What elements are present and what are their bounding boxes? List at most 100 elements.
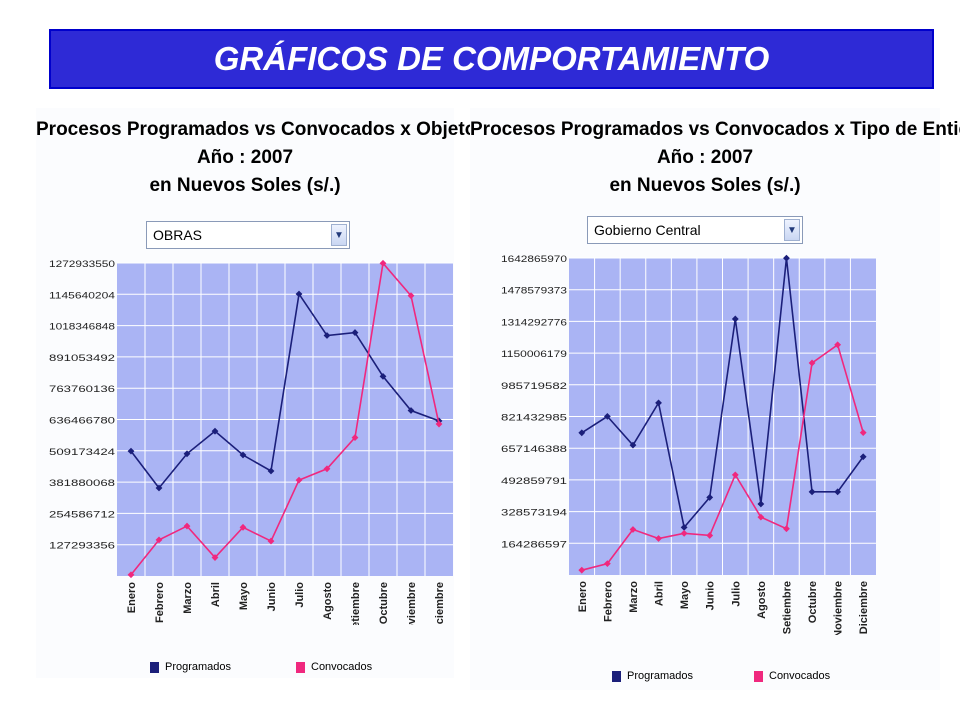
series-line-programados [130,291,440,490]
data-point-convocados [757,513,765,521]
y-tick-label: 1642865970 [501,254,567,264]
x-tick-label: Agosto [322,582,334,620]
x-tick-label: Mayo [679,581,691,609]
data-point-programados [239,451,247,459]
legend-label: Convocados [769,670,831,682]
chart-title-objeto: Procesos Programados vs Convocados x Obj… [36,116,476,200]
x-tick-label: Marzo [628,581,640,613]
data-point-convocados [379,259,387,267]
x-tick-label: Julio [730,581,742,607]
data-point-convocados [351,434,359,441]
chart-subtitle-year: Año : 2007 [196,147,294,168]
x-tick-label: Setiembre [350,582,362,625]
y-tick-label: 127293356 [49,541,115,551]
objeto-select[interactable]: OBRAS ▼ [146,221,350,249]
data-point-programados [783,254,790,262]
data-point-programados [859,453,867,461]
y-tick-label: 381880068 [49,478,115,488]
objeto-select-value: OBRAS [153,227,203,243]
data-point-programados [407,407,415,414]
chart-title-line: Procesos Programados vs Convocados x Tip… [470,119,960,140]
legend-programados: Programados [150,661,231,673]
page-title: GRÁFICOS DE COMPORTAMIENTO [213,40,770,77]
legend-label: Programados [627,670,694,682]
data-point-convocados [183,522,191,530]
x-tick-label: Julio [294,582,306,608]
x-tick-label: Abril [210,582,222,607]
data-point-convocados [435,420,443,428]
data-point-programados [127,447,135,455]
y-tick-label: 492859791 [501,476,567,486]
data-point-convocados [155,536,163,544]
data-point-convocados [578,566,586,574]
y-tick-label: 985719582 [501,381,567,391]
data-point-convocados [655,535,662,542]
data-point-programados [323,332,331,339]
x-tick-label: Junio [705,581,717,611]
data-point-convocados [731,471,739,479]
legend-swatch-programados [150,661,159,673]
chart-subtitle-units: en Nuevos Soles (s/.) [609,175,801,196]
chart-entidad: 1642865970 1478579373 1314292776 1150006179… [501,254,876,635]
series-line-convocados [130,261,440,576]
y-tick-label: 891053492 [49,353,115,363]
chart-objeto: 1272933550 1145640204 1018346848 891053492 7… [49,259,453,625]
data-point-programados [808,488,816,496]
x-tick-label: Diciembre [858,581,870,634]
y-tick-label: 254586712 [49,509,115,519]
legend-convocados: Convocados [296,661,372,673]
entidad-select[interactable]: Gobierno Central ▼ [587,216,803,244]
x-tick-label: Marzo [182,582,194,614]
y-tick-label: 164286597 [501,539,567,549]
data-point-convocados [783,525,790,533]
x-tick-label: Octubre [807,581,819,623]
legend-label: Convocados [311,661,373,673]
y-tick-label: 1478579373 [501,286,567,296]
data-point-programados [757,500,765,508]
data-point-convocados [859,429,867,436]
x-tick-label: Octubre [378,582,390,624]
data-point-programados [211,427,219,435]
data-point-programados [183,450,191,458]
series-line-programados [581,258,864,530]
x-tick-label: Noviembre [406,582,418,625]
x-tick-label: Diciembre [434,582,446,625]
data-point-convocados [603,560,611,568]
y-tick-label: 821432985 [501,413,567,423]
y-tick-label: 1272933550 [49,259,115,269]
data-point-convocados [706,532,714,539]
data-point-convocados [407,292,415,300]
data-point-convocados [323,465,331,473]
y-tick-label: 1145640204 [49,290,115,300]
y-tick-label: 1150006179 [501,349,567,359]
data-point-programados [379,372,387,380]
series-line-convocados [581,343,864,571]
x-tick-label: Abril [654,581,666,606]
chart-title-entidad: Procesos Programados vs Convocados x Tip… [470,116,960,200]
chevron-down-icon[interactable]: ▼ [331,224,347,246]
legend-convocados: Convocados [754,670,830,682]
data-point-programados [706,494,714,501]
chart-subtitle-year: Año : 2007 [656,147,754,168]
x-tick-label: Enero [126,582,138,613]
legend-programados: Programados [612,670,693,682]
data-point-convocados [211,554,219,561]
y-tick-label: 509173424 [49,447,115,457]
x-tick-label: Setiembre [781,581,793,634]
x-tick-label: Febrero [602,581,614,622]
y-tick-label: 1018346848 [49,322,115,332]
data-point-programados [351,329,359,336]
data-point-convocados [127,571,135,579]
chevron-down-icon[interactable]: ▼ [784,219,800,241]
x-tick-label: Junio [266,582,278,612]
data-point-programados [655,399,662,407]
data-point-programados [680,523,688,531]
title-banner: GRÁFICOS DE COMPORTAMIENTO [49,29,934,89]
legend-swatch-programados [612,670,621,682]
data-point-programados [267,467,275,475]
y-tick-label: 657146388 [501,444,567,454]
legend-swatch-convocados [296,661,305,673]
y-tick-label: 763760136 [49,384,115,394]
x-tick-label: Noviembre [833,581,845,635]
x-tick-label: Mayo [238,582,250,610]
